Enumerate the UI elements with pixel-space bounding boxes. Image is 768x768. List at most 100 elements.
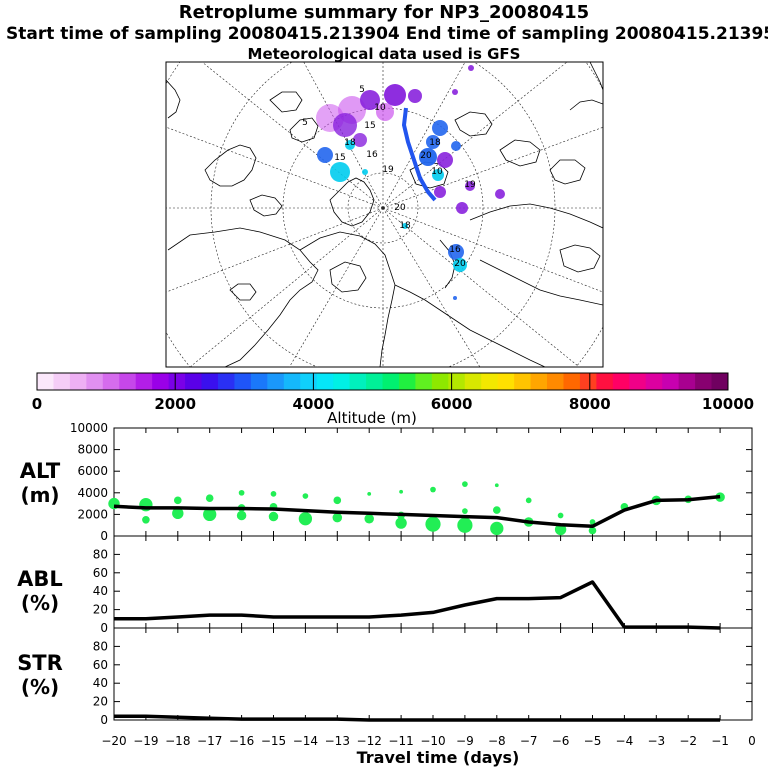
particle-point bbox=[238, 489, 245, 496]
y-tick-label: 0 bbox=[100, 621, 108, 635]
colorbar-cell bbox=[53, 373, 71, 390]
colorbar-cell bbox=[678, 373, 696, 390]
map-panel: 5 10 15 16 18 19 20 15 20 18 10 19 16 20 18 5 bbox=[165, 61, 604, 368]
particle-point bbox=[462, 481, 468, 488]
x-tick-label: −16 bbox=[229, 734, 254, 748]
x-tick-label: −5 bbox=[584, 734, 602, 748]
y-tick-label: 2000 bbox=[77, 507, 108, 521]
x-tick-label: −8 bbox=[488, 734, 506, 748]
map-time-label: 19 bbox=[464, 180, 476, 190]
colorbar-cell bbox=[316, 373, 334, 390]
x-tick-label: −2 bbox=[679, 734, 697, 748]
particle-point bbox=[588, 526, 597, 535]
x-axis-label: Travel time (days) bbox=[357, 748, 520, 767]
plume-cluster bbox=[384, 84, 406, 106]
colorbar-cell bbox=[152, 373, 170, 390]
x-tick-label: −3 bbox=[647, 734, 665, 748]
panel-abl: 0 20 40 60 80 ABL(%) bbox=[17, 535, 753, 635]
colorbar-tick-label: 6000 bbox=[431, 395, 473, 413]
colorbar-cell bbox=[497, 373, 515, 390]
map-graticule bbox=[166, 62, 603, 367]
particle-point bbox=[236, 510, 247, 521]
colorbar-cell bbox=[612, 373, 630, 390]
colorbar-cell bbox=[481, 373, 499, 390]
x-tick-label: −10 bbox=[420, 734, 445, 748]
particle-point bbox=[298, 512, 313, 526]
colorbar-cell bbox=[267, 373, 285, 390]
time-series-panels: 0200040006000800010000ALT(m)020406080ABL… bbox=[17, 421, 756, 748]
colorbar-cell bbox=[283, 373, 301, 390]
map-time-label: 18 bbox=[399, 221, 411, 231]
colorbar-frame bbox=[36, 372, 729, 391]
map-time-label: 15 bbox=[364, 121, 375, 131]
plume-cluster bbox=[456, 202, 468, 214]
colorbar-cell bbox=[69, 373, 87, 390]
colorbar-tick-label: 8000 bbox=[569, 395, 611, 413]
y-tick-label: 6000 bbox=[77, 464, 108, 478]
x-tick-label: −19 bbox=[133, 734, 158, 748]
y-tick-label: 20 bbox=[93, 695, 108, 709]
panel-unit: (m) bbox=[20, 483, 59, 507]
x-tick-label: −13 bbox=[325, 734, 350, 748]
map-time-label: 19 bbox=[382, 165, 394, 175]
map-time-label: 20 bbox=[394, 203, 406, 213]
series-line bbox=[114, 714, 721, 722]
colorbar-cell bbox=[547, 373, 564, 390]
y-tick-label: 80 bbox=[93, 547, 108, 561]
plume-cluster bbox=[465, 181, 475, 191]
y-tick-label: 20 bbox=[93, 603, 108, 617]
map-time-label: 10 bbox=[431, 167, 443, 177]
particle-point bbox=[557, 512, 564, 519]
particle-point bbox=[142, 516, 150, 524]
particle-point bbox=[174, 496, 182, 505]
colorbar-cell bbox=[645, 373, 663, 390]
panel-frame bbox=[113, 627, 753, 721]
colorbar-cell bbox=[217, 373, 235, 390]
colorbar-cell bbox=[366, 373, 383, 390]
panel-unit: (%) bbox=[21, 591, 59, 615]
y-tick-label: 60 bbox=[93, 658, 108, 672]
x-tick-label: −7 bbox=[520, 734, 538, 748]
colorbar-cell bbox=[168, 373, 186, 390]
panel-str: 0 20 40 60 80 STR(%) bbox=[17, 627, 753, 727]
colorbar-cell bbox=[86, 373, 104, 390]
y-tick-label: 4000 bbox=[77, 486, 108, 500]
particle-point bbox=[589, 519, 596, 525]
particle-point bbox=[332, 512, 343, 523]
colorbar-cell bbox=[349, 373, 367, 390]
colorbar-cell bbox=[250, 373, 268, 390]
x-tick-label: −12 bbox=[357, 734, 382, 748]
map-time-label: 16 bbox=[366, 150, 378, 160]
particle-point bbox=[493, 506, 501, 514]
particle-point bbox=[554, 523, 567, 536]
colorbar-cell bbox=[514, 373, 532, 390]
y-tick-label: 40 bbox=[93, 676, 108, 690]
plume-cluster bbox=[432, 120, 448, 136]
colorbar-cell bbox=[234, 373, 252, 390]
plume-cluster bbox=[434, 186, 446, 198]
particle-point bbox=[302, 493, 309, 499]
map-time-label: 10 bbox=[374, 103, 386, 113]
colorbar-cell bbox=[300, 373, 318, 390]
particle-point bbox=[525, 497, 532, 504]
particle-point bbox=[399, 489, 403, 494]
particle-point bbox=[430, 486, 436, 493]
panel-alt: 0 2000 4000 6000 8000 10000 ALT(m) bbox=[20, 421, 753, 543]
plume-cluster bbox=[453, 258, 467, 272]
colorbar-tick-label: 0 bbox=[32, 395, 42, 413]
plume-cluster bbox=[451, 141, 461, 151]
x-tick-label: 0 bbox=[748, 734, 756, 748]
plume-cluster bbox=[402, 223, 408, 229]
particle-point bbox=[205, 494, 214, 503]
plume-cluster bbox=[452, 89, 458, 95]
colorbar-cell bbox=[579, 373, 597, 390]
plume-cluster bbox=[426, 135, 440, 149]
colorbar-cell bbox=[596, 373, 614, 390]
particle-point bbox=[172, 507, 184, 520]
plume-cluster bbox=[495, 189, 505, 199]
map-time-label: 5 bbox=[359, 85, 365, 95]
particle-point bbox=[425, 516, 441, 532]
retroplume-trajectory bbox=[401, 107, 437, 202]
colorbar-tick-label: 4000 bbox=[293, 395, 335, 413]
particle-point bbox=[457, 517, 473, 533]
